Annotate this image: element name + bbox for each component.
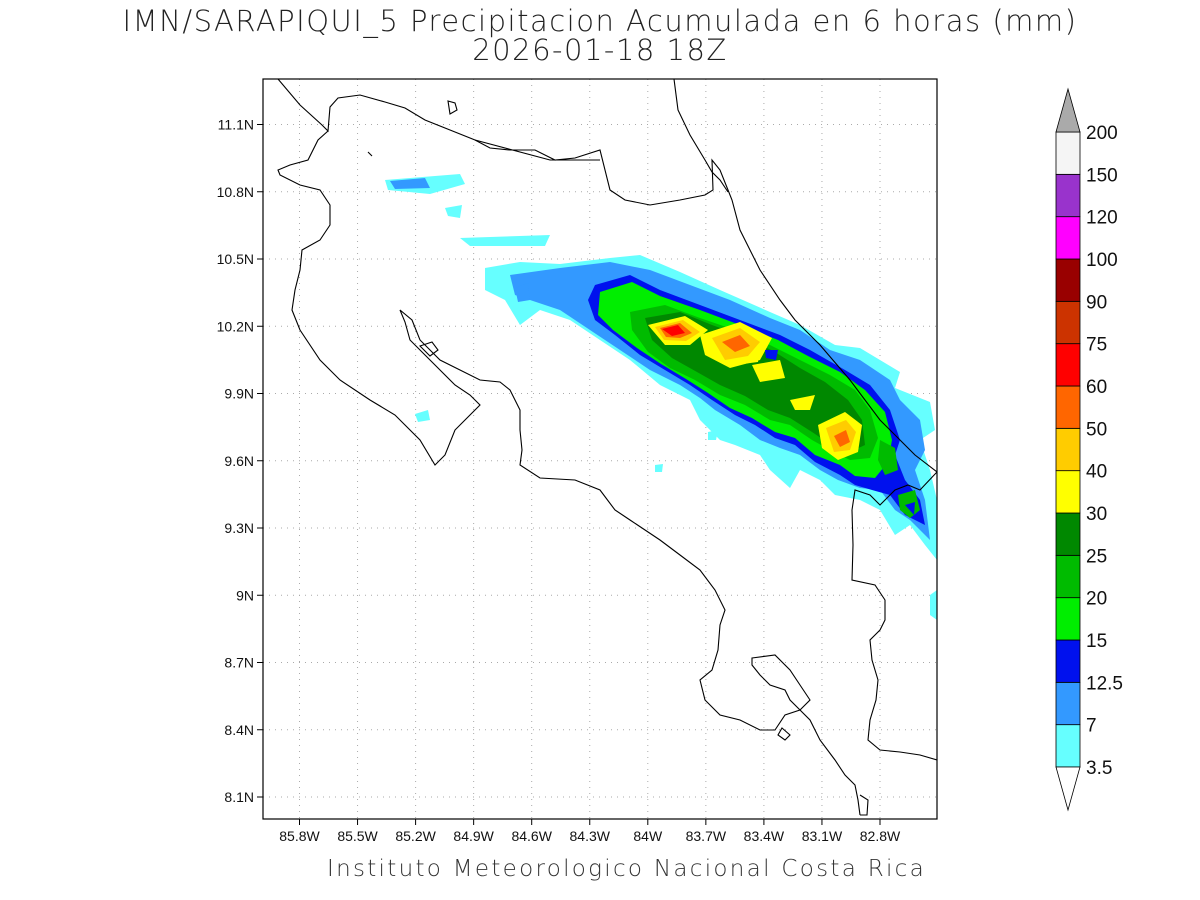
precipitation-field bbox=[385, 174, 937, 620]
precip-contour-50 bbox=[722, 335, 750, 352]
x-tick-label: 84W bbox=[633, 828, 663, 844]
x-tick-label: 83.4W bbox=[744, 828, 785, 844]
colorbar-label: 200 bbox=[1086, 123, 1118, 144]
colorbar-under-arrow bbox=[1055, 766, 1081, 812]
y-tick-label: 8.4N bbox=[224, 722, 254, 738]
colorbar-segment bbox=[1055, 216, 1081, 260]
y-tick-label: 9.6N bbox=[224, 453, 254, 469]
y-tick-label: 9.9N bbox=[224, 386, 254, 402]
colorbar-segment bbox=[1055, 597, 1081, 641]
precip-contour-3-5 bbox=[708, 430, 718, 440]
precip-contour-7 bbox=[765, 350, 778, 360]
precip-contour-50 bbox=[834, 430, 850, 447]
y-tick-label: 9N bbox=[236, 587, 254, 603]
precip-contour-3-5 bbox=[445, 205, 462, 218]
precip-contour-3-5 bbox=[655, 464, 663, 472]
colorbar-label: 100 bbox=[1086, 250, 1118, 271]
colorbar-label: 20 bbox=[1086, 589, 1107, 610]
colorbar-segment bbox=[1055, 512, 1081, 556]
colorbar-label: 12.5 bbox=[1086, 673, 1123, 694]
colorbar-label: 150 bbox=[1086, 165, 1118, 186]
colorbar-label: 7 bbox=[1086, 716, 1097, 737]
precip-contour-25 bbox=[645, 312, 865, 452]
y-tick-label: 8.7N bbox=[224, 655, 254, 671]
colorbar-label: 25 bbox=[1086, 546, 1107, 567]
precip-contour-15 bbox=[905, 502, 915, 515]
colorbar-label: 90 bbox=[1086, 292, 1107, 313]
colorbar: 3.5 7 12.5 15 20 25 30 40 50 60 75 90 100 120 150 200 bbox=[1055, 87, 1123, 812]
colorbar-label: 60 bbox=[1086, 377, 1107, 398]
colorbar-label: 30 bbox=[1086, 504, 1107, 525]
y-tick-label: 8.1N bbox=[224, 789, 254, 805]
precip-contour-3-5 bbox=[390, 178, 430, 189]
colorbar-segment bbox=[1055, 173, 1081, 218]
colorbar-segment bbox=[1055, 427, 1081, 472]
x-tick-label: 84.9W bbox=[453, 828, 494, 844]
colorbar-segment bbox=[1055, 300, 1081, 345]
precip-contour-30 bbox=[752, 360, 785, 382]
colorbar-segment bbox=[1055, 724, 1081, 768]
colorbar-label: 120 bbox=[1086, 208, 1118, 229]
colorbar-segment bbox=[1055, 639, 1081, 683]
y-tick-label: 10.2N bbox=[217, 318, 254, 334]
colorbar-over-arrow bbox=[1055, 87, 1081, 133]
x-tick-label: 82.8W bbox=[860, 828, 901, 844]
precip-contour-30 bbox=[790, 395, 815, 410]
coastline bbox=[277, 79, 937, 816]
colorbar-label: 15 bbox=[1086, 631, 1107, 652]
y-tick-label: 10.8N bbox=[217, 184, 254, 200]
map-frame bbox=[262, 78, 938, 820]
colorbar-segment bbox=[1055, 681, 1081, 726]
precip-contour-3-5 bbox=[930, 590, 937, 620]
precip-contour-3-5 bbox=[460, 235, 550, 246]
colorbar-label: 50 bbox=[1086, 419, 1107, 440]
colorbar-segment bbox=[1055, 258, 1081, 302]
y-tick-label: 11.1N bbox=[218, 117, 254, 133]
x-tick-label: 83.1W bbox=[802, 828, 843, 844]
colorbar-segment bbox=[1055, 470, 1081, 514]
y-tick-label: 9.3N bbox=[224, 520, 254, 536]
colorbar-label: 75 bbox=[1086, 335, 1107, 356]
x-tick-label: 85.2W bbox=[395, 828, 436, 844]
x-tick-label: 85.5W bbox=[337, 828, 378, 844]
y-tick-label: 10.5N bbox=[217, 251, 254, 267]
map-subtitle: 2026-01-18 18Z bbox=[472, 33, 728, 67]
colorbar-label: 40 bbox=[1086, 462, 1107, 483]
colorbar-label: 3.5 bbox=[1086, 758, 1112, 779]
colorbar-segment bbox=[1055, 131, 1081, 175]
map-axes: 85.8W 85.5W 85.2W 84.9W 84.6W 84.3W 84W 83.7W 83… bbox=[217, 117, 901, 845]
map-title: IMN/SARAPIQUI_5 Precipitacion Acumulada … bbox=[122, 4, 1078, 38]
x-tick-label: 83.7W bbox=[686, 828, 727, 844]
footer-credit: Instituto Meteorologico Nacional Costa R… bbox=[327, 856, 927, 882]
x-tick-label: 84.6W bbox=[511, 828, 552, 844]
map-grid bbox=[263, 79, 937, 819]
colorbar-segment bbox=[1055, 554, 1081, 599]
x-tick-label: 84.3W bbox=[570, 828, 611, 844]
precip-contour-3-5 bbox=[415, 410, 430, 422]
colorbar-segment bbox=[1055, 385, 1081, 429]
precip-contour-15 bbox=[878, 440, 898, 475]
colorbar-segment bbox=[1055, 343, 1081, 387]
precip-contour-60 bbox=[662, 325, 685, 336]
precip-contour-7 bbox=[515, 283, 530, 302]
x-tick-label: 85.8W bbox=[279, 828, 320, 844]
